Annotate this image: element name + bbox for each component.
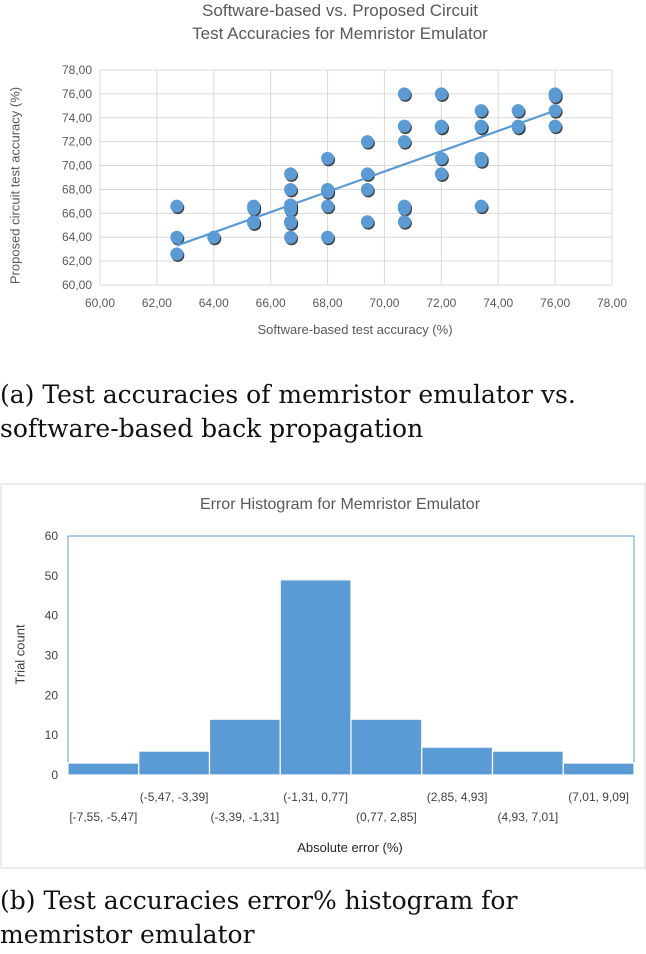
x-tick-label: 66,00 xyxy=(256,296,286,310)
x-category-label: (7,01, 9,09] xyxy=(568,790,629,804)
x-category-label: [-7,55, -5,47] xyxy=(69,810,137,824)
y-tick-label: 40 xyxy=(45,609,59,623)
x-tick-label: 60,00 xyxy=(85,296,115,310)
x-tick-label: 68,00 xyxy=(313,296,343,310)
x-tick-label: 64,00 xyxy=(199,296,229,310)
x-category-label: (0,77, 2,85] xyxy=(356,810,417,824)
scatter-point xyxy=(360,215,374,229)
x-tick-label: 74,00 xyxy=(483,296,513,310)
x-category-label: (-5,47, -3,39] xyxy=(140,790,209,804)
scatter-point xyxy=(284,216,298,230)
scatter-point xyxy=(247,202,261,216)
y-tick-label: 20 xyxy=(45,688,59,702)
scatter-point xyxy=(434,151,448,165)
x-tick-label: 72,00 xyxy=(426,296,456,310)
x-category-label: (4,93, 7,01] xyxy=(498,810,559,824)
scatter-point xyxy=(397,119,411,133)
scatter-point xyxy=(434,120,448,134)
scatter-point xyxy=(511,104,525,118)
trendline xyxy=(176,109,556,247)
scatter-x-axis-title: Software-based test accuracy (%) xyxy=(257,322,453,337)
y-tick-label: 72,00 xyxy=(62,135,92,149)
scatter-point xyxy=(284,230,298,244)
scatter-point xyxy=(170,199,184,213)
scatter-point xyxy=(474,154,488,168)
scatter-point xyxy=(397,202,411,216)
x-category-label: (-1,31, 0,77] xyxy=(283,790,348,804)
caption-b: (b) Test accuracies error% histogram for… xyxy=(0,886,518,949)
histogram-bar xyxy=(208,718,281,776)
scatter-point xyxy=(170,230,184,244)
scatter-point xyxy=(321,230,335,244)
scatter-point xyxy=(360,135,374,149)
scatter-plot-area: 60,00 62,00 64,00 66,00 68,00 70,00 72,00 74,00… xyxy=(0,48,640,345)
histogram-bar xyxy=(562,762,635,776)
scatter-point xyxy=(321,151,335,165)
scatter-point xyxy=(170,247,184,261)
y-tick-label: 50 xyxy=(45,569,59,583)
x-category-label: (2,85, 4,93] xyxy=(427,790,488,804)
scatter-point xyxy=(397,215,411,229)
y-tick-label: 30 xyxy=(45,649,59,663)
scatter-point xyxy=(434,87,448,101)
scatter-point xyxy=(548,89,562,103)
histogram-bar xyxy=(350,718,423,776)
y-tick-label: 70,00 xyxy=(62,159,92,173)
scatter-point xyxy=(360,182,374,196)
scatter-point xyxy=(434,167,448,181)
scatter-point xyxy=(284,182,298,196)
y-tick-label: 66,00 xyxy=(62,206,92,220)
y-tick-label: 10 xyxy=(45,728,59,742)
histogram-bar xyxy=(138,750,211,776)
y-tick-label: 68,00 xyxy=(62,182,92,196)
scatter-point xyxy=(474,199,488,213)
histogram-x-axis-title: Absolute error (%) xyxy=(297,840,403,855)
y-tick-label: 78,00 xyxy=(62,63,92,77)
scatter-title-line1: Software-based vs. Proposed Circuit xyxy=(202,1,478,20)
histogram-y-axis-title: Trial count xyxy=(12,624,28,685)
scatter-point xyxy=(474,104,488,118)
scatter-point xyxy=(474,120,488,134)
y-tick-label: 60 xyxy=(45,529,59,543)
x-tick-label: 70,00 xyxy=(369,296,399,310)
x-tick-label: 62,00 xyxy=(142,296,172,310)
y-tick-label: 64,00 xyxy=(62,230,92,244)
scatter-point xyxy=(397,135,411,149)
scatter-point xyxy=(397,87,411,101)
y-tick-label: 62,00 xyxy=(62,254,92,268)
histogram-bar xyxy=(67,762,140,776)
y-tick-label: 60,00 xyxy=(62,278,92,292)
histogram-bar xyxy=(491,750,564,776)
x-category-label: (-3,39, -1,31] xyxy=(211,810,280,824)
histogram-plot-area: 0 10 20 30 40 50 60 [-7,55, -5,47](-5,47, -3,39… xyxy=(0,483,646,869)
caption-a: (a) Test accuracies of memristor emulato… xyxy=(0,380,576,443)
scatter-point xyxy=(548,119,562,133)
histogram-bar xyxy=(421,746,494,776)
histogram-title: Error Histogram for Memristor Emulator xyxy=(199,496,481,513)
y-tick-label: 76,00 xyxy=(62,87,92,101)
histogram-bar xyxy=(279,579,352,776)
scatter-point xyxy=(284,167,298,181)
y-tick-label: 74,00 xyxy=(62,111,92,125)
scatter-chart-background xyxy=(0,48,640,345)
scatter-title-line2: Test Accuracies for Memristor Emulator xyxy=(192,24,488,43)
y-tick-label: 0 xyxy=(51,768,58,782)
scatter-point xyxy=(321,199,335,213)
x-tick-label: 76,00 xyxy=(540,296,570,310)
x-tick-label: 78,00 xyxy=(597,296,627,310)
